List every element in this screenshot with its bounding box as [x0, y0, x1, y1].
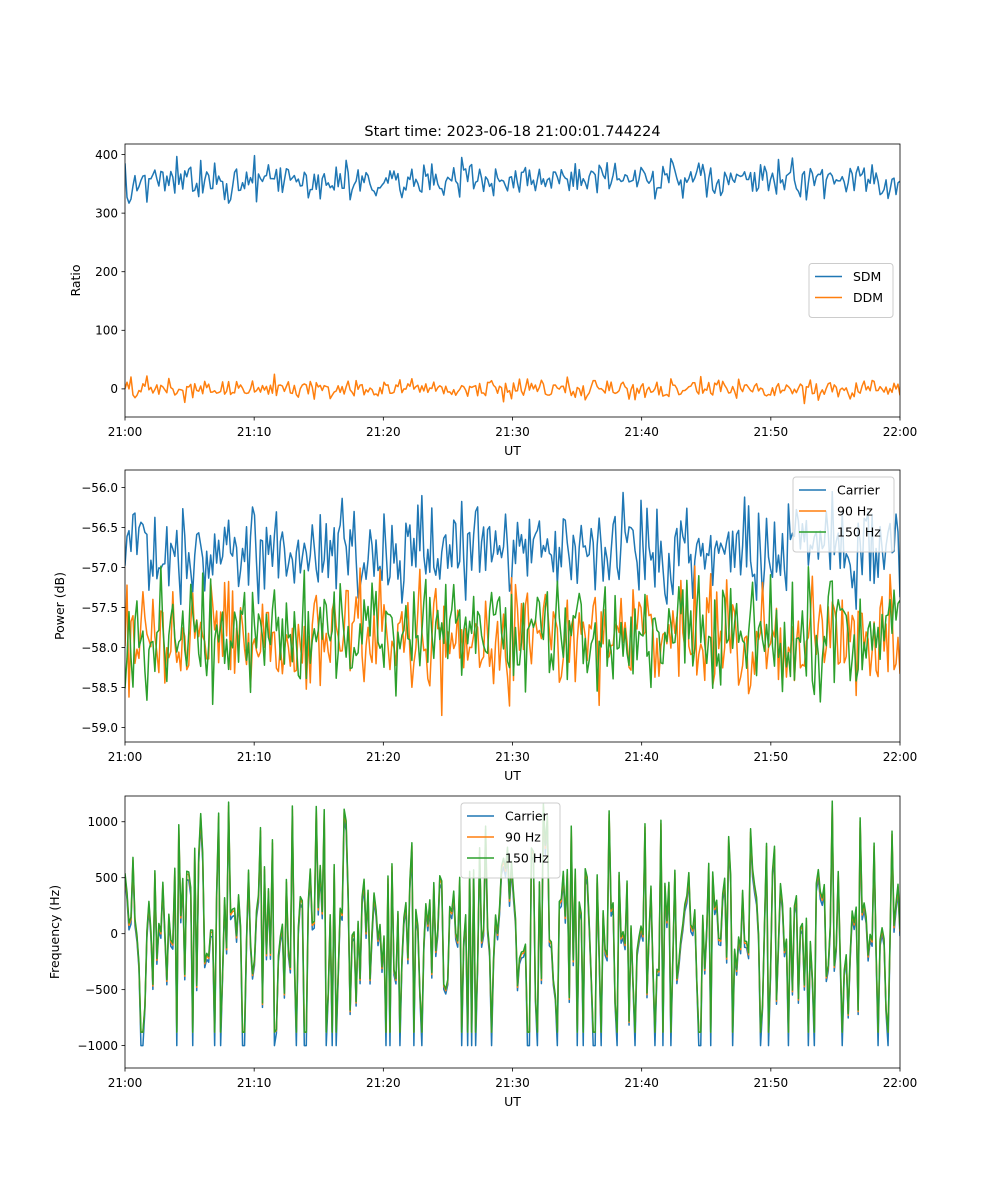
legend-label: Carrier: [837, 483, 881, 498]
legend: SDM DDM: [808, 263, 894, 318]
y-axis-label: Ratio: [68, 264, 83, 296]
series-line-sdm: [125, 154, 900, 204]
figure-title: Start time: 2023-06-18 21:00:01.744224: [364, 124, 660, 140]
y-axis-label: Power (dB): [52, 572, 67, 640]
plot-area: [125, 490, 900, 717]
x-tick-label: 21:10: [237, 425, 272, 439]
x-tick-label: 22:00: [883, 1076, 918, 1090]
y-tick-label: −56.0: [81, 481, 118, 495]
x-tick-label: 21:20: [366, 1076, 401, 1090]
x-tick-label: 21:30: [495, 425, 530, 439]
y-tick-label: −59.0: [81, 721, 118, 735]
legend-label: 90 Hz: [837, 504, 873, 519]
legend: Carrier 90 Hz 150 Hz: [792, 476, 895, 553]
x-tick-label: 21:30: [495, 750, 530, 764]
legend-label: SDM: [853, 269, 881, 284]
y-tick-label: −58.0: [81, 641, 118, 655]
y-tick-label: 0: [110, 927, 118, 941]
y-tick-label: 500: [95, 871, 118, 885]
y-axis-label: Frequency (Hz): [47, 885, 62, 979]
legend-label: 150 Hz: [837, 525, 881, 540]
legend-frame: [792, 476, 895, 553]
subplot-power: 21:00 21:10 21:20 21:30 21:40 21:50 22:00 −59.0…: [52, 469, 918, 783]
subplot-frequency: 21:00 21:10 21:20 21:30 21:40 21:50 22:00 −1000…: [47, 795, 918, 1109]
series-line-150-hz: [125, 565, 900, 706]
x-tick-label: 21:50: [754, 1076, 789, 1090]
series-line-ddm: [125, 373, 900, 405]
x-tick-label: 21:20: [366, 425, 401, 439]
y-tick-label: −58.5: [81, 681, 118, 695]
y-tick-label: −57.0: [81, 561, 118, 575]
legend-frame: [460, 802, 561, 879]
legend-label: Carrier: [505, 809, 549, 824]
y-tick-label: 100: [95, 324, 118, 338]
subplot-ratio: 21:00 21:10 21:20 21:30 21:40 21:50 22:00 0 100 2…: [68, 143, 918, 458]
x-tick-label: 22:00: [883, 425, 918, 439]
legend-label: DDM: [853, 290, 883, 305]
x-tick-label: 21:50: [754, 750, 789, 764]
x-tick-label: 22:00: [883, 750, 918, 764]
y-tick-label: 200: [95, 265, 118, 279]
x-tick-label: 21:30: [495, 1076, 530, 1090]
x-tick-label: 21:40: [624, 1076, 659, 1090]
x-axis-label: UT: [504, 443, 521, 458]
x-tick-label: 21:00: [108, 425, 143, 439]
x-axis-label: UT: [504, 1094, 521, 1109]
y-tick-label: 300: [95, 206, 118, 220]
x-tick-label: 21:40: [624, 750, 659, 764]
legend: Carrier 90 Hz 150 Hz: [460, 802, 561, 879]
x-tick-label: 21:00: [108, 1076, 143, 1090]
plot-area: [125, 154, 900, 405]
y-tick-label: −1000: [77, 1039, 118, 1053]
legend-label: 90 Hz: [505, 830, 541, 845]
y-tick-label: −500: [85, 983, 118, 997]
y-tick-label: 400: [95, 148, 118, 162]
x-tick-label: 21:20: [366, 750, 401, 764]
y-tick-label: −57.5: [81, 601, 118, 615]
x-tick-label: 21:10: [237, 1076, 272, 1090]
x-axis-label: UT: [504, 768, 521, 783]
x-tick-label: 21:10: [237, 750, 272, 764]
legend-label: 150 Hz: [505, 851, 549, 866]
y-tick-label: 1000: [87, 815, 118, 829]
x-tick-label: 21:00: [108, 750, 143, 764]
y-tick-label: −56.5: [81, 521, 118, 535]
x-tick-label: 21:40: [624, 425, 659, 439]
y-tick-label: 0: [110, 382, 118, 396]
series-line-carrier: [125, 490, 900, 610]
x-tick-label: 21:50: [754, 425, 789, 439]
